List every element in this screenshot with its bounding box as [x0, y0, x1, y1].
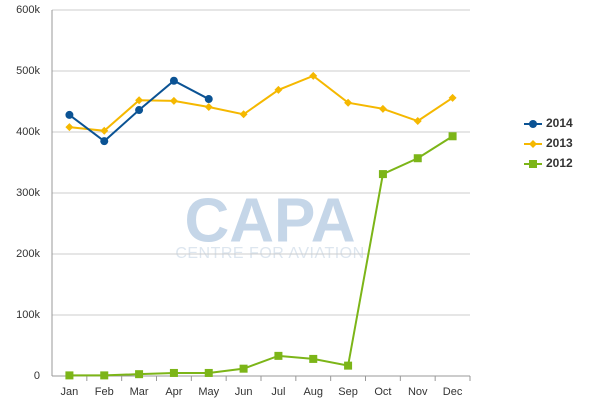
legend-marker [529, 120, 537, 128]
point [413, 154, 422, 163]
x-tick-label: Apr [165, 386, 182, 398]
y-tick-label: 500k [16, 65, 40, 77]
x-tick-label: May [198, 386, 219, 398]
point [448, 93, 457, 102]
point [135, 370, 144, 379]
y-tick-label: 200k [16, 248, 40, 260]
x-tick-label: Feb [95, 386, 114, 398]
point [169, 96, 178, 105]
y-tick-label: 300k [16, 187, 40, 199]
point [100, 137, 109, 146]
point [344, 361, 353, 370]
point [378, 170, 387, 179]
legend: 2014 2013 2012 [524, 116, 573, 170]
point [309, 354, 318, 363]
x-tick-label: Nov [408, 386, 428, 398]
series-line [69, 135, 454, 377]
x-tick-label: Oct [374, 386, 391, 398]
point [135, 106, 144, 115]
point [309, 71, 318, 80]
x-tick-label: Jan [61, 386, 79, 398]
point [448, 132, 457, 141]
legend-label: 2013 [546, 136, 573, 150]
legend-marker [529, 160, 537, 168]
point [65, 123, 74, 132]
point [344, 98, 353, 107]
x-tick-label: Jun [235, 386, 253, 398]
point [239, 364, 248, 373]
x-tick-label: Mar [130, 386, 149, 398]
point [378, 104, 387, 113]
y-tick-label: 0 [34, 370, 40, 382]
legend-label: 2014 [546, 116, 573, 130]
point [204, 102, 213, 111]
point [100, 126, 109, 135]
watermark-title: CAPA [184, 186, 355, 255]
point [169, 368, 178, 377]
x-tick-label: Dec [443, 386, 463, 398]
point [100, 371, 109, 380]
point [204, 368, 213, 377]
series-line [69, 74, 454, 132]
point [204, 95, 213, 104]
x-tick-label: Aug [303, 386, 323, 398]
point [413, 117, 422, 126]
point [274, 85, 283, 94]
legend-marker [529, 140, 537, 148]
point [135, 96, 144, 105]
x-tick-label: Sep [338, 386, 358, 398]
point [65, 110, 74, 119]
y-tick-label: 400k [16, 126, 40, 138]
legend-label: 2012 [546, 156, 573, 170]
point [169, 76, 178, 85]
point [239, 110, 248, 119]
point [65, 371, 74, 380]
y-tick-label: 100k [16, 309, 40, 321]
point [274, 351, 283, 360]
x-tick-label: Jul [271, 386, 285, 398]
y-tick-label: 600k [16, 4, 40, 16]
